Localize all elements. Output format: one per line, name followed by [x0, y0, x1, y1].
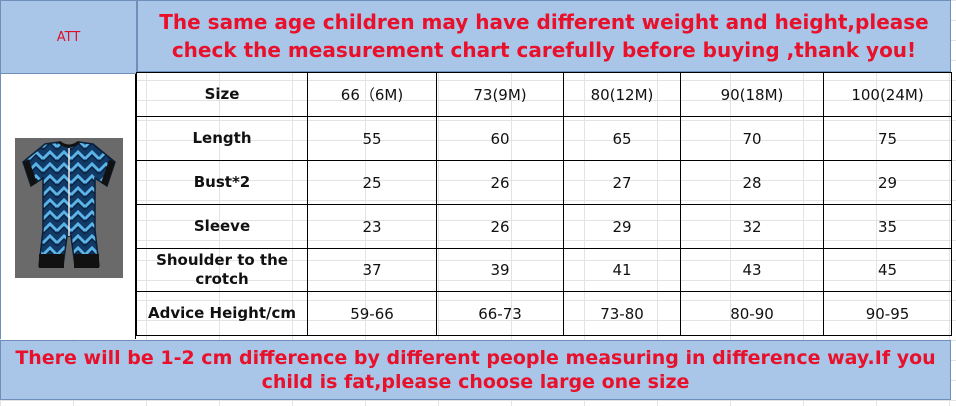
romper-image — [15, 138, 123, 278]
table-cell: 65 — [563, 116, 681, 161]
table-cell: 29 — [823, 160, 952, 205]
table-row: Bust*2 25 26 27 28 29 — [136, 160, 952, 205]
size-header-label: Size — [136, 72, 308, 117]
table-cell: 80-90 — [680, 291, 824, 336]
notice-banner: The same age children may have different… — [137, 0, 951, 72]
size-col-header: 90(18M) — [680, 72, 824, 117]
table-cell: 43 — [680, 248, 824, 292]
row-label: Bust*2 — [136, 160, 308, 205]
table-row: Length 55 60 65 70 75 — [136, 116, 952, 161]
table-row: Shoulder to the crotch 37 39 41 43 45 — [136, 248, 952, 292]
header-row: ATT The same age children may have diffe… — [0, 0, 953, 74]
romper-garment — [22, 140, 116, 268]
table-cell: 41 — [563, 248, 681, 292]
row-label: Length — [136, 116, 308, 161]
size-col-header: 66（6M) — [307, 72, 437, 117]
table-cell: 29 — [563, 204, 681, 249]
table-cell: 70 — [680, 116, 824, 161]
table-cell: 55 — [307, 116, 437, 161]
table-cell: 37 — [307, 248, 437, 292]
table-cell: 73-80 — [563, 291, 681, 336]
table-row: Advice Height/cm 59-66 66-73 73-80 80-90… — [136, 291, 952, 336]
table-cell: 23 — [307, 204, 437, 249]
size-table: Size 66（6M) 73(9M) 80(12M) 90(18M) 100(2… — [136, 72, 952, 336]
att-cell: ATT — [0, 0, 137, 74]
row-label: Advice Height/cm — [136, 291, 308, 336]
table-cell: 27 — [563, 160, 681, 205]
table-cell: 32 — [680, 204, 824, 249]
table-cell: 26 — [436, 204, 564, 249]
table-cell: 66-73 — [436, 291, 564, 336]
size-col-header: 100(24M) — [823, 72, 952, 117]
size-col-header: 80(12M) — [563, 72, 681, 117]
table-cell: 35 — [823, 204, 952, 249]
table-row: Sleeve 23 26 29 32 35 — [136, 204, 952, 249]
product-photo-cell — [0, 74, 136, 339]
table-cell: 45 — [823, 248, 952, 292]
size-header-row: Size 66（6M) 73(9M) 80(12M) 90(18M) 100(2… — [136, 72, 952, 117]
table-cell: 25 — [307, 160, 437, 205]
table-cell: 26 — [436, 160, 564, 205]
table-cell: 39 — [436, 248, 564, 292]
table-cell: 60 — [436, 116, 564, 161]
table-cell: 59-66 — [307, 291, 437, 336]
size-col-header: 73(9M) — [436, 72, 564, 117]
footer-note: There will be 1-2 cm difference by diffe… — [0, 340, 951, 400]
table-cell: 90-95 — [823, 291, 952, 336]
table-cell: 75 — [823, 116, 952, 161]
row-label: Sleeve — [136, 204, 308, 249]
row-label: Shoulder to the crotch — [136, 248, 308, 292]
table-cell: 28 — [680, 160, 824, 205]
